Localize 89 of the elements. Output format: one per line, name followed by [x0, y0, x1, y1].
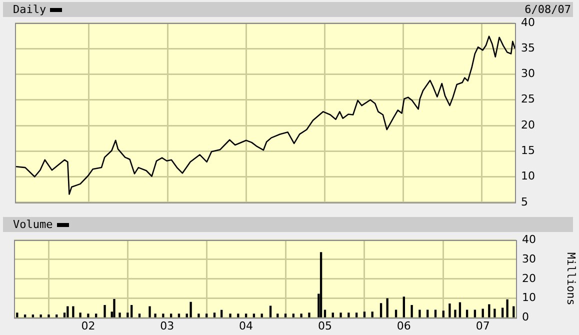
bar	[292, 314, 294, 318]
bar	[24, 314, 26, 318]
bar	[87, 314, 90, 318]
bar	[16, 312, 18, 318]
bar	[502, 308, 504, 318]
x-tick-label: 02	[81, 319, 96, 332]
y-tick-label: 40	[521, 16, 535, 29]
bar	[48, 314, 50, 318]
y-tick-label: 0	[522, 310, 529, 324]
x-tick-label: 04	[239, 319, 254, 332]
bar	[138, 314, 141, 318]
bar	[56, 314, 58, 318]
bar	[244, 314, 248, 318]
x-tick-label: 06	[396, 319, 411, 332]
bar	[380, 303, 382, 318]
bar	[418, 310, 421, 318]
bar	[512, 306, 515, 318]
bar	[458, 302, 462, 318]
bar	[220, 310, 223, 318]
y-tick-label: 20	[522, 272, 536, 285]
bar	[148, 306, 151, 318]
bar	[410, 305, 413, 318]
legend-label: Daily	[13, 2, 46, 17]
bar	[348, 312, 350, 318]
bar	[154, 314, 156, 318]
bar	[40, 314, 42, 318]
bar	[320, 252, 322, 318]
y-tick-label: 25	[521, 92, 535, 106]
bar	[72, 306, 74, 318]
bar	[206, 314, 208, 318]
x-tick-label: 07	[476, 319, 490, 332]
x-tick-label: 05	[318, 319, 332, 332]
bar	[482, 308, 484, 318]
bar	[494, 308, 496, 318]
bar	[284, 314, 287, 318]
text: 6/08/07	[524, 2, 571, 17]
y-tick-label: 30	[522, 252, 536, 266]
bar	[32, 314, 34, 318]
bar	[190, 302, 192, 318]
bar	[126, 312, 129, 318]
y-tick-label: 15	[521, 144, 535, 157]
y-tick-label: 10	[521, 170, 535, 183]
bar	[394, 310, 398, 318]
bar	[340, 312, 342, 318]
bar	[426, 310, 429, 318]
bar	[260, 314, 263, 318]
legend-label: Volume	[13, 217, 53, 232]
bar	[79, 312, 82, 318]
bar	[118, 312, 121, 318]
bar	[170, 314, 172, 318]
bar	[300, 314, 302, 318]
bar	[178, 314, 180, 318]
bar	[66, 306, 69, 318]
bar	[130, 305, 133, 318]
bar	[386, 298, 388, 318]
bar	[198, 314, 200, 318]
y-tick-label: 40	[522, 232, 536, 246]
y-tick-label: 35	[521, 41, 535, 54]
y-tick-label: 20	[521, 118, 535, 132]
y-tick-label: 5	[521, 195, 528, 208]
bar	[506, 299, 508, 318]
bar	[95, 314, 98, 318]
bar	[252, 314, 256, 318]
bar	[229, 314, 232, 318]
bar	[162, 314, 164, 318]
bar	[308, 312, 310, 318]
bar	[269, 306, 272, 318]
bar	[113, 298, 116, 318]
bar	[213, 312, 216, 318]
bar	[488, 304, 490, 318]
y-axis-title: Millions	[564, 252, 578, 306]
bar	[402, 296, 405, 318]
bar	[332, 312, 334, 318]
bar	[104, 305, 106, 318]
x-tick-label: 03	[160, 319, 174, 332]
bar	[363, 312, 366, 318]
bar	[276, 314, 279, 318]
y-tick-label: 10	[522, 291, 536, 304]
y-tick-label: 30	[521, 67, 535, 80]
bar	[355, 312, 358, 318]
bar	[371, 312, 374, 318]
bar	[448, 303, 451, 318]
bar	[454, 310, 456, 318]
bar	[442, 310, 444, 318]
bar	[324, 310, 326, 318]
bar	[466, 310, 468, 318]
bar	[237, 314, 240, 318]
bar	[474, 310, 476, 318]
bar	[434, 310, 437, 318]
